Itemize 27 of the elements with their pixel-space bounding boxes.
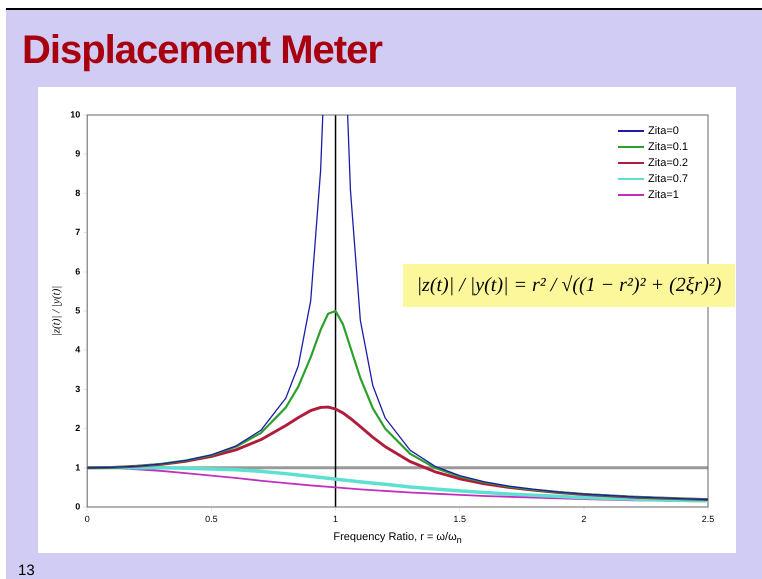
legend-label: Zita=1 bbox=[648, 189, 679, 201]
y-tick-label: 6 bbox=[75, 266, 80, 276]
x-tick-label: 0.5 bbox=[205, 514, 218, 524]
y-tick-label: 8 bbox=[75, 188, 80, 198]
x-tick-label: 2 bbox=[581, 514, 586, 524]
x-tick-label: 1.5 bbox=[453, 514, 466, 524]
legend-label: Zita=0 bbox=[648, 125, 679, 137]
y-tick-label: 7 bbox=[75, 227, 80, 238]
y-tick-label: 9 bbox=[75, 148, 80, 159]
x-tick-label: 2.5 bbox=[702, 514, 714, 524]
y-tick-label: 10 bbox=[70, 109, 80, 120]
legend-label: Zita=0.7 bbox=[648, 173, 688, 185]
legend-label: Zita=0.1 bbox=[648, 141, 688, 153]
y-axis-title: |z(t)| / |y(t)| bbox=[50, 286, 62, 336]
x-tick-label: 0 bbox=[84, 514, 90, 524]
y-tick-label: 4 bbox=[75, 344, 80, 355]
legend-label: Zita=0.2 bbox=[648, 157, 688, 169]
annotation: |z(t)| / |y(t)| = r² / √((1 − r²)² + (2ξr)²) bbox=[402, 264, 736, 307]
chart-title: Displacement Meter bbox=[22, 28, 382, 73]
x-tick-label: 1 bbox=[333, 514, 338, 524]
y-tick-label: 5 bbox=[75, 305, 80, 316]
y-tick-label: 0 bbox=[75, 501, 80, 512]
y-tick-label: 2 bbox=[75, 423, 80, 434]
y-tick-label: 3 bbox=[75, 384, 80, 394]
text: 13 bbox=[18, 562, 35, 579]
x-axis-title: Frequency Ratio, r = ω/ω$_{n}$ bbox=[333, 531, 462, 546]
y-tick-label: 1 bbox=[75, 462, 80, 472]
